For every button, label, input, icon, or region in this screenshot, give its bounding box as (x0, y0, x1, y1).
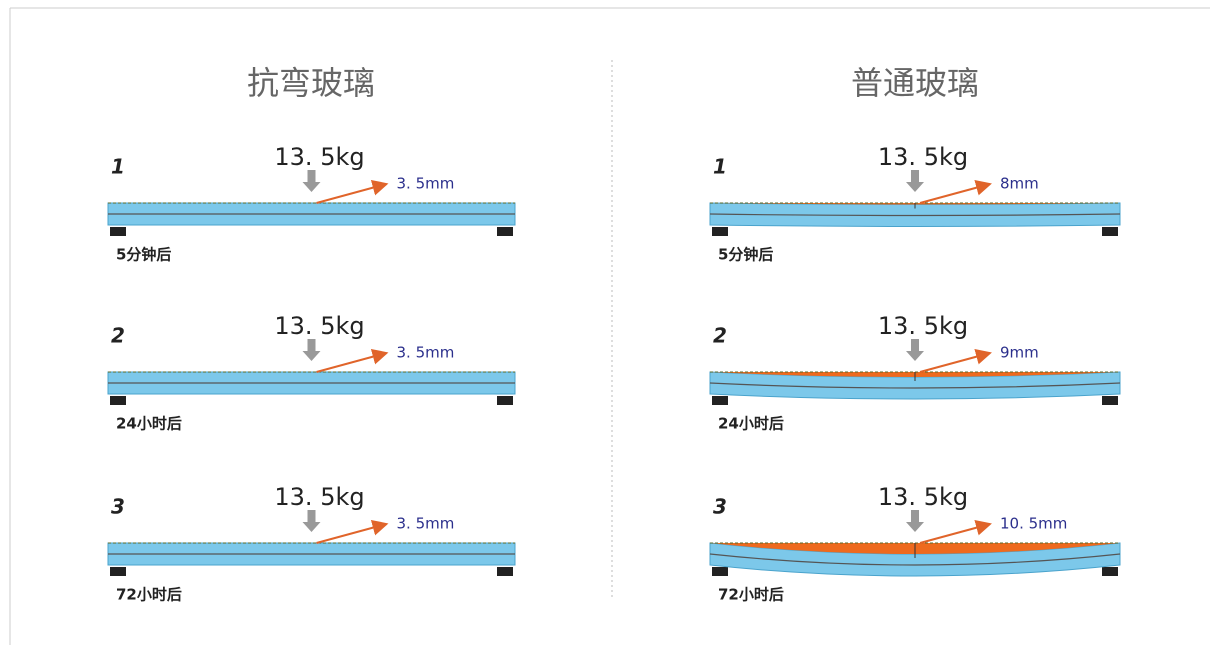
support (712, 567, 728, 576)
deflection-arrow (316, 519, 389, 544)
glass (709, 371, 1121, 400)
load-label: 13. 5kg (274, 312, 364, 340)
step-number: 3 (713, 495, 727, 519)
glass-layer (709, 553, 1121, 566)
support (1102, 567, 1118, 576)
step-number: 1 (713, 155, 727, 179)
deflection-label: 10. 5mm (1000, 515, 1067, 533)
deflection-label: 8mm (1000, 175, 1039, 193)
time-label: 72小时后 (116, 586, 182, 604)
load-label: 13. 5kg (274, 483, 364, 511)
deflection-arrow (316, 179, 389, 204)
support (497, 227, 513, 236)
deflection-arrow (316, 348, 389, 373)
load-label: 13. 5kg (878, 483, 968, 511)
glass-layer (709, 213, 1121, 217)
deflection-arrow (919, 348, 992, 373)
time-label: 24小时后 (718, 415, 784, 433)
time-label: 24小时后 (116, 415, 182, 433)
step-number: 2 (713, 324, 727, 348)
step-number: 2 (111, 324, 125, 348)
support (712, 396, 728, 405)
support (497, 567, 513, 576)
column-title: 普通玻璃 (851, 64, 979, 102)
time-label: 72小时后 (718, 586, 784, 604)
load-arrow (302, 510, 321, 532)
deflection-label: 3. 5mm (397, 175, 455, 193)
support (1102, 227, 1118, 236)
load-arrow (906, 170, 924, 192)
deflection-arrow (919, 519, 992, 544)
load-arrow (302, 170, 321, 192)
deflection-label: 3. 5mm (397, 515, 455, 533)
support (497, 396, 513, 405)
load-label: 13. 5kg (878, 312, 968, 340)
support (110, 227, 126, 236)
load-arrow (906, 510, 924, 532)
support (1102, 396, 1118, 405)
load-label: 13. 5kg (878, 143, 968, 171)
support (110, 396, 126, 405)
deflection-label: 9mm (1000, 344, 1039, 362)
step-number: 3 (111, 495, 125, 519)
step-number: 1 (111, 155, 125, 179)
support (712, 227, 728, 236)
load-label: 13. 5kg (274, 143, 364, 171)
column-title: 抗弯玻璃 (247, 64, 375, 102)
glass-layer (709, 382, 1121, 389)
load-arrow (302, 339, 321, 361)
time-label: 5分钟后 (718, 246, 773, 264)
support (110, 567, 126, 576)
time-label: 5分钟后 (116, 246, 171, 264)
load-arrow (906, 339, 924, 361)
deflection-label: 3. 5mm (397, 344, 455, 362)
deflection-arrow (919, 179, 992, 204)
